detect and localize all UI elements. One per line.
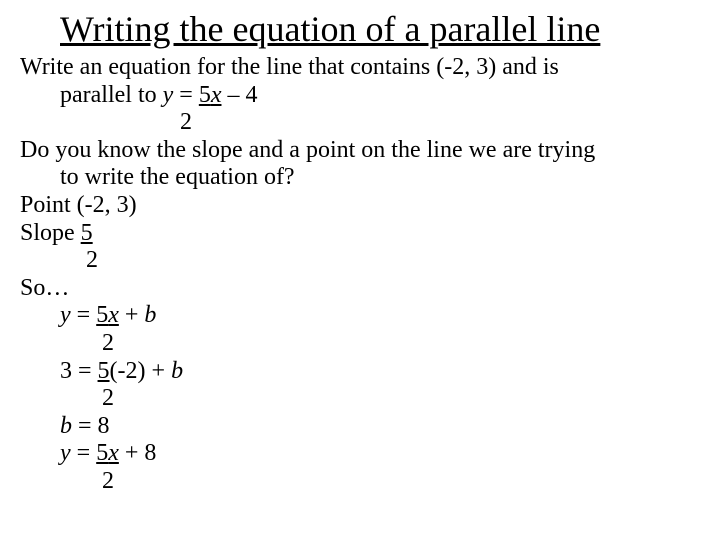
var-b: b [171,358,183,384]
var-x: x [108,302,119,328]
slide-content: Writing the equation of a parallel line … [0,0,720,496]
fraction-denominator: 2 [20,247,700,275]
text-span: + [119,302,145,328]
var-y: y [163,82,174,108]
text-line: Slope 5 [20,220,700,248]
fraction-denominator: 2 [20,330,700,358]
text-line: to write the equation of? [20,164,700,192]
text-span: (-2) + [110,358,172,384]
text-line: Point (-2, 3) [20,192,700,220]
fraction-numerator: 5 [199,82,211,108]
text-line: y = 5x + b [20,302,700,330]
text-span: = [71,440,97,466]
text-span: 2 [86,247,98,273]
fraction-denominator: 2 [20,385,700,413]
text-span: – 4 [221,82,257,108]
text-span: = [173,82,199,108]
text-span: Slope [20,220,81,246]
text-line: b = 8 [20,413,700,441]
text-span: 2 [180,109,192,135]
slide-title: Writing the equation of a parallel line [60,8,700,50]
text-line: Write an equation for the line that cont… [20,54,700,82]
fraction-numerator: 5 [96,440,108,466]
text-line: Do you know the slope and a point on the… [20,137,700,165]
fraction-denominator: 2 [20,109,700,137]
text-span: = 8 [72,413,110,439]
var-y: y [60,440,71,466]
fraction-denominator: 2 [20,468,700,496]
fraction-numerator: 5 [98,358,110,384]
var-x: x [108,440,119,466]
text-line: So… [20,275,700,303]
text-line: y = 5x + 8 [20,440,700,468]
fraction-numerator: 5 [81,220,93,246]
text-span: parallel to [60,82,163,108]
text-span: 2 [102,385,114,411]
var-y: y [60,302,71,328]
text-span: 2 [102,468,114,494]
text-line: parallel to y = 5x – 4 [20,82,700,110]
text-line: 3 = 5(-2) + b [20,358,700,386]
var-b: b [60,413,72,439]
var-b: b [144,302,156,328]
var-x: x [211,82,222,108]
text-span: 3 = [60,358,98,384]
text-span: + 8 [119,440,157,466]
slide-body: Write an equation for the line that cont… [20,54,700,496]
text-span: = [71,302,97,328]
fraction-numerator: 5 [96,302,108,328]
text-span: 2 [102,330,114,356]
